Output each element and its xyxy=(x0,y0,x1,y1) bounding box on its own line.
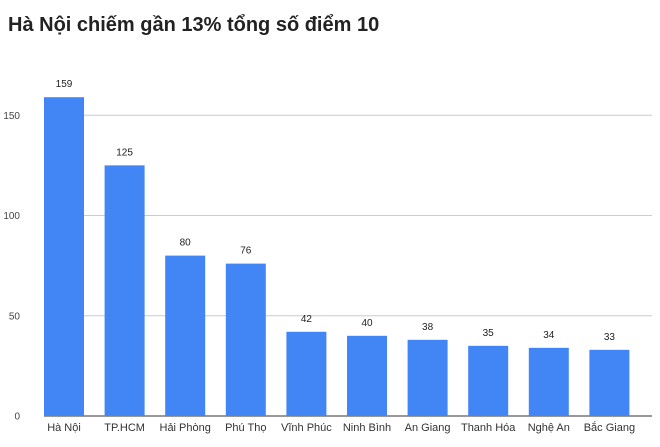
bar xyxy=(286,331,327,416)
data-label: 159 xyxy=(56,79,73,90)
data-label: 38 xyxy=(422,322,434,333)
category-label: Thanh Hóa xyxy=(461,422,516,434)
category-label: Nghệ An xyxy=(528,422,570,434)
bar xyxy=(589,349,630,416)
data-labels: 159 125 80 76 42 40 38 35 34 33 xyxy=(56,79,616,343)
y-tick-label: 100 xyxy=(3,211,20,222)
category-label: Phú Thọ xyxy=(225,422,266,434)
data-label: 80 xyxy=(180,238,192,249)
bars xyxy=(44,97,630,416)
category-label: Vĩnh Phúc xyxy=(281,422,332,434)
bar xyxy=(407,339,448,416)
bar xyxy=(44,97,84,416)
data-label: 40 xyxy=(361,318,373,329)
category-label: Hà Nội xyxy=(47,422,81,434)
bar xyxy=(468,345,509,416)
y-tick-label: 50 xyxy=(9,311,21,322)
bar xyxy=(104,165,145,416)
bar xyxy=(225,263,266,416)
chart-title: Hà Nội chiếm gần 13% tổng số điểm 10 xyxy=(8,14,380,36)
data-label: 33 xyxy=(604,332,616,343)
y-axis-ticks: 0 50 100 150 xyxy=(3,111,20,423)
category-label: Hải Phòng xyxy=(160,422,211,434)
data-label: 34 xyxy=(543,330,555,341)
category-label: Ninh Bình xyxy=(343,422,391,434)
y-tick-label: 150 xyxy=(3,111,20,122)
bar xyxy=(347,335,387,416)
category-label: TP.HCM xyxy=(104,422,145,434)
bar xyxy=(165,255,206,416)
x-axis-categories: Hà Nội TP.HCM Hải Phòng Phú Thọ Vĩnh Phúc Nin… xyxy=(47,421,635,434)
bar xyxy=(528,347,569,416)
data-label: 42 xyxy=(301,314,313,325)
data-label: 35 xyxy=(483,328,495,339)
data-label: 76 xyxy=(240,246,252,257)
data-label: 125 xyxy=(116,147,133,158)
category-label: An Giang xyxy=(405,422,451,434)
y-tick-label: 0 xyxy=(14,412,20,423)
category-label: Bắc Giang xyxy=(584,421,635,434)
